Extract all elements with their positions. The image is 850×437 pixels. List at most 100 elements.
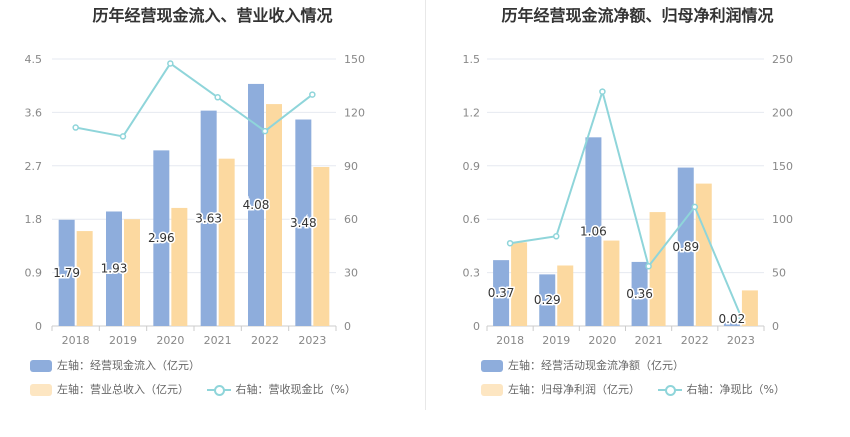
chart-plot-area: 0 0.3 0.6 0.9 1.2 1.5 0 50 100 150 200 250 2018 2019 2… xyxy=(463,53,794,347)
bar-series-1 xyxy=(631,261,648,326)
x-tick-label: 2020 xyxy=(588,334,616,347)
x-tick-label: 2018 xyxy=(62,334,90,347)
y-right-tick-label: 250 xyxy=(772,53,793,66)
bar-data-label: 1.06 xyxy=(580,225,607,239)
legend-swatch xyxy=(30,384,52,396)
legend-item-line[interactable]: 右轴：营收现金比（%） xyxy=(206,382,356,398)
line-point xyxy=(599,88,606,95)
legend-item-bar1[interactable]: 左轴：经营活动现金流净额（亿元） xyxy=(481,358,684,374)
bar-data-label: 1.79 xyxy=(53,266,80,280)
bar-series-1 xyxy=(153,150,170,326)
bar-series-2 xyxy=(741,290,758,326)
y-right-tick-label: 0 xyxy=(344,320,351,333)
legend-swatch xyxy=(657,384,682,396)
y-right-tick-label: 30 xyxy=(344,267,358,280)
bar-data-label: 0.29 xyxy=(534,293,561,307)
x-tick-label: 2023 xyxy=(298,334,326,347)
x-tick-label: 2021 xyxy=(204,334,232,347)
bar-series-2 xyxy=(603,240,620,326)
legend-item-line[interactable]: 右轴：净现比（%） xyxy=(657,382,785,398)
y-left-tick-label: 1.5 xyxy=(463,53,481,66)
legend-label: 右轴：营收现金比（%） xyxy=(235,383,356,396)
chart-title: 历年经营现金流净额、归母净利润情况 xyxy=(501,6,774,25)
x-tick-label: 2021 xyxy=(635,334,663,347)
line-point xyxy=(72,124,79,131)
bar-data-label: 2.96 xyxy=(148,231,175,245)
y-right-tick-label: 120 xyxy=(344,106,365,119)
bar-series-2 xyxy=(218,158,235,326)
bar-data-label: 3.48 xyxy=(290,216,317,230)
x-tick-label: 2018 xyxy=(496,334,524,347)
y-left-tick-label: 0.3 xyxy=(463,267,481,280)
y-right-tick-label: 0 xyxy=(772,320,779,333)
bar-series-2 xyxy=(266,104,282,327)
bar-series-2 xyxy=(649,212,666,326)
bar-series-2 xyxy=(511,242,528,326)
bar-series-2 xyxy=(557,265,574,326)
y-left-tick-label: 2.7 xyxy=(25,160,43,173)
legend-swatch xyxy=(30,360,52,372)
bar-data-label: 4.08 xyxy=(243,198,270,212)
legend-label: 左轴：归母净利润（亿元） xyxy=(508,383,640,396)
bar-data-label: 3.63 xyxy=(195,211,222,225)
legend-label: 左轴：经营现金流入（亿元） xyxy=(57,359,200,372)
bar-series-2 xyxy=(171,207,188,326)
y-left-tick-label: 0.9 xyxy=(463,160,481,173)
y-right-tick-label: 100 xyxy=(772,213,793,226)
line-point xyxy=(309,91,316,98)
x-tick-label: 2019 xyxy=(542,334,570,347)
bar-series-1 xyxy=(677,167,694,326)
y-left-tick-label: 0 xyxy=(473,320,480,333)
bar-series-1 xyxy=(200,110,217,327)
line-point xyxy=(691,203,698,211)
chart-title: 历年经营现金流入、营业收入情况 xyxy=(92,6,333,25)
bar-series-1 xyxy=(723,322,740,326)
y-left-tick-label: 4.5 xyxy=(25,53,43,66)
bar-series-1 xyxy=(106,211,122,326)
y-right-tick-label: 150 xyxy=(344,53,365,66)
line-series xyxy=(75,62,313,138)
bar-series-1 xyxy=(248,83,264,326)
legend-label: 左轴：营业总收入（亿元） xyxy=(57,383,189,396)
line-point xyxy=(506,239,514,247)
x-tick-label: 2022 xyxy=(251,334,279,347)
y-left-tick-label: 3.6 xyxy=(25,106,43,119)
line-point xyxy=(167,60,174,67)
legend-item-bar2[interactable]: 左轴：营业总收入（亿元） xyxy=(30,382,189,398)
line-point xyxy=(214,94,221,101)
legend-item-bar2[interactable]: 左轴：归母净利润（亿元） xyxy=(481,382,640,398)
panel-divider xyxy=(425,0,426,410)
y-left-tick-label: 0.6 xyxy=(463,213,481,226)
legend-swatch xyxy=(481,360,503,372)
chart-plot-area: 0 0.9 1.8 2.7 3.6 4.5 0 30 60 90 120 150 2018 2019 202… xyxy=(25,53,366,347)
y-right-tick-label: 150 xyxy=(772,160,793,173)
bar-series-2 xyxy=(695,183,712,326)
legend-swatch xyxy=(206,384,231,396)
x-tick-label: 2022 xyxy=(681,334,709,347)
y-left-tick-label: 0 xyxy=(35,320,42,333)
bar-data-label: 1.93 xyxy=(101,262,128,276)
line-point xyxy=(553,233,560,240)
legend-label: 右轴：净现比（%） xyxy=(686,383,785,396)
bar-series-2 xyxy=(76,231,93,326)
y-right-tick-label: 90 xyxy=(344,160,358,173)
chart-panel-left: 历年经营现金流入、营业收入情况 0 0.9 1.8 2.7 3.6 4.5 0 30 60 90 1… xyxy=(25,6,366,398)
y-right-tick-label: 50 xyxy=(772,267,786,280)
line-point xyxy=(261,127,269,135)
bar-data-label: 0.37 xyxy=(488,286,515,300)
line-point xyxy=(119,133,127,140)
bar-series-1 xyxy=(295,119,312,327)
bar-series-1 xyxy=(493,260,510,326)
y-right-tick-label: 60 xyxy=(344,213,358,226)
legend-item-bar1[interactable]: 左轴：经营现金流入（亿元） xyxy=(30,358,200,374)
y-left-tick-label: 0.9 xyxy=(25,267,43,280)
y-left-tick-label: 1.8 xyxy=(25,213,43,226)
line-series xyxy=(509,88,742,317)
bar-data-label: 0.02 xyxy=(719,312,746,326)
bar-series-1 xyxy=(58,219,75,326)
bar-series-2 xyxy=(124,219,140,326)
bar-data-label: 0.36 xyxy=(626,287,653,301)
bar-data-label: 0.89 xyxy=(672,240,699,254)
bar-series-2 xyxy=(313,166,330,326)
bar-series-1 xyxy=(585,137,602,326)
